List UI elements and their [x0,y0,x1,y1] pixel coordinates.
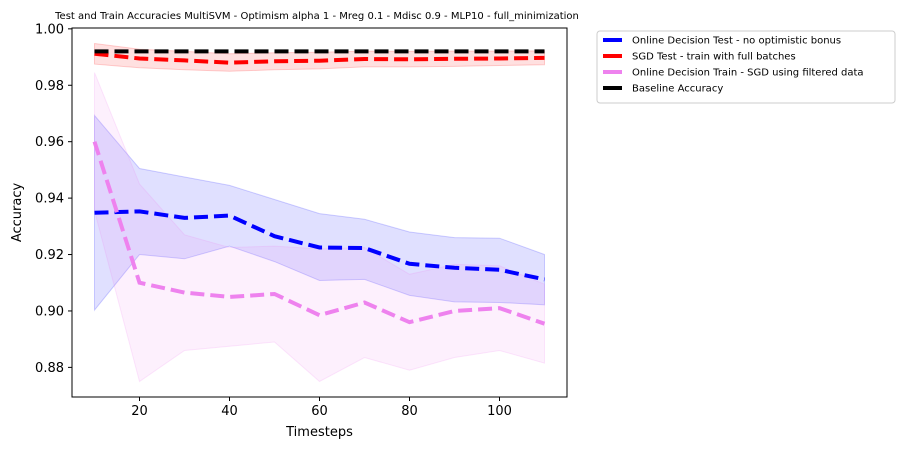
y-tick-label: 0.98 [35,79,64,94]
legend-label-3: Online Decision Train - SGD using filter… [632,68,864,79]
series-line-3 [92,141,546,326]
y-tick-label: 0.96 [35,135,64,150]
x-axis: 20 40 60 80 100 [131,397,512,419]
x-axis-label: Timesteps [285,425,353,440]
series-lines [92,49,546,326]
x-tick-label: 20 [131,404,148,419]
legend-box [596,30,896,104]
y-axis: 0.88 0.90 0.92 0.94 0.96 0.98 1.00 [35,22,72,376]
legend-label-2: SGD Test - train with full batches [632,52,796,63]
x-tick-label: 40 [221,404,238,419]
y-tick-label: 0.90 [35,304,64,319]
confidence-bands [94,42,545,383]
chart-title: Test and Train Accuracies MultiSVM - Opt… [54,11,579,22]
legend: Online Decision Test - no optimistic bon… [596,30,896,104]
y-tick-label: 0.92 [35,248,64,263]
x-tick-label: 80 [401,404,418,419]
confidence-band-1 [94,114,545,312]
legend-label-1: Online Decision Test - no optimistic bon… [632,36,841,47]
y-tick-label: 1.00 [35,22,64,37]
x-tick-label: 100 [487,404,512,419]
legend-label-4: Baseline Accuracy [632,84,723,95]
confidence-band-3 [94,72,545,383]
y-axis-label: Accuracy [10,183,25,243]
y-tick-label: 0.94 [35,192,64,207]
y-tick-label: 0.88 [35,361,64,376]
x-tick-label: 60 [311,404,328,419]
